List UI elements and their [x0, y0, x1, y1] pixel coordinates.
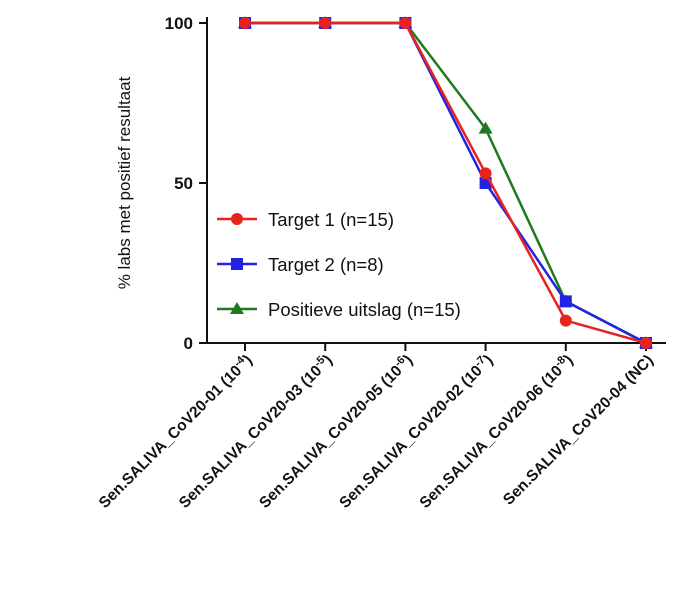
x-tick-label: Sen.SALIVA_CoV20-06 (10-8)	[415, 350, 576, 511]
legend-label: Positieve uitslag (n=15)	[268, 299, 461, 320]
legend-item: Target 1 (n=15)	[217, 209, 394, 230]
series-lines	[238, 16, 653, 349]
x-tick-label: Sen.SALIVA_CoV20-05 (10-6)	[255, 350, 416, 511]
data-point	[559, 295, 572, 308]
y-tick-label: 100	[165, 14, 193, 33]
data-point	[399, 17, 412, 29]
x-tick-label: Sen.SALIVA_CoV20-02 (10-7)	[335, 350, 496, 511]
axes	[206, 17, 666, 344]
data-point	[319, 17, 332, 29]
series-line	[245, 21, 647, 345]
legend-label: Target 2 (n=8)	[268, 254, 384, 275]
x-tick-label: Sen.SALIVA_CoV20-01 (10-4)	[94, 350, 255, 511]
series-1	[239, 17, 652, 349]
y-tick-label: 0	[184, 334, 193, 353]
legend-marker	[231, 213, 243, 225]
legend-marker	[231, 258, 243, 270]
legend-marker	[230, 302, 244, 314]
series-line	[245, 21, 647, 345]
legend-item: Positieve uitslag (n=15)	[217, 299, 461, 320]
x-axis-ticks: Sen.SALIVA_CoV20-01 (10-4)Sen.SALIVA_CoV…	[94, 343, 657, 512]
legend: Target 1 (n=15) Target 2 (n=8) Positieve u…	[217, 209, 461, 320]
y-axis-title: % labs met positief resultaat	[115, 76, 134, 289]
legend-item: Target 2 (n=8)	[217, 254, 384, 275]
series-line	[245, 21, 647, 345]
y-tick-label: 50	[174, 174, 193, 193]
legend-label: Target 1 (n=15)	[268, 209, 394, 230]
y-axis-ticks: 0 50 100	[165, 14, 207, 353]
data-point	[478, 121, 493, 134]
data-point	[559, 314, 572, 327]
data-point	[239, 17, 251, 29]
data-point	[479, 167, 492, 180]
x-tick-label: Sen.SALIVA_CoV20-04 (NC)	[500, 352, 657, 509]
x-tick-label: Sen.SALIVA_CoV20-03 (10-5)	[175, 350, 336, 511]
data-point	[640, 337, 652, 349]
